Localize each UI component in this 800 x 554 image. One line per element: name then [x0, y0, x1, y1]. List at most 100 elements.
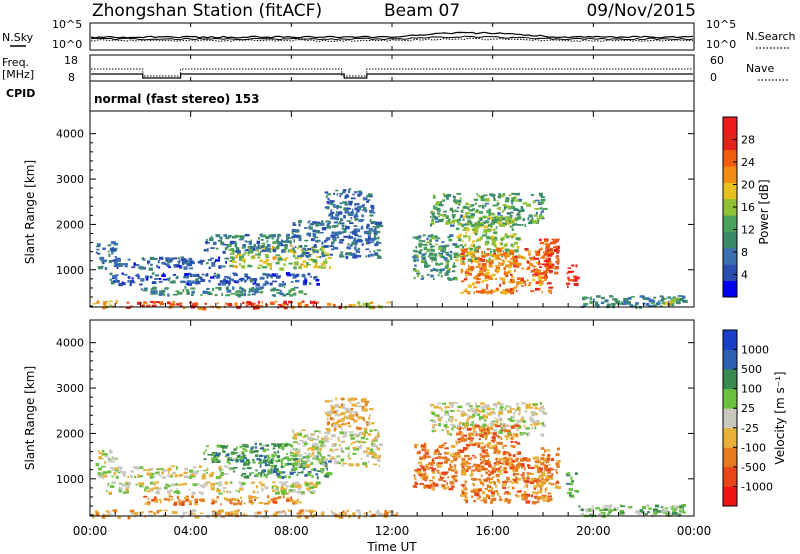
range-cell — [446, 270, 451, 273]
range-cell — [511, 486, 515, 490]
range-cell — [482, 497, 488, 500]
range-cell — [311, 474, 314, 479]
range-cell — [469, 423, 474, 426]
range-cell — [370, 445, 376, 447]
range-cell — [480, 462, 482, 465]
range-cell — [538, 262, 541, 266]
range-cell — [529, 257, 535, 259]
range-cell — [519, 431, 522, 435]
range-cell — [131, 266, 136, 269]
range-cell — [454, 419, 458, 422]
range-cell — [366, 223, 370, 228]
range-cell — [320, 468, 325, 470]
range-cell — [455, 452, 460, 455]
colorbar-swatch — [723, 198, 737, 216]
range-cell — [358, 191, 363, 195]
range-cell — [261, 245, 264, 248]
range-cell — [285, 272, 291, 276]
range-cell — [340, 403, 343, 407]
range-cell — [286, 237, 291, 239]
range-cell — [504, 254, 507, 258]
range-cell — [498, 498, 503, 501]
range-cell — [304, 227, 308, 229]
range-cell — [487, 442, 492, 446]
range-cell — [474, 456, 477, 459]
range-cell — [243, 261, 246, 264]
range-cell — [314, 262, 317, 266]
range-cell — [447, 431, 450, 435]
range-cell — [231, 498, 236, 501]
range-cell — [474, 232, 478, 236]
range-cell — [509, 408, 515, 410]
range-cell — [544, 449, 546, 453]
range-cell — [475, 463, 480, 467]
range-cell — [313, 250, 319, 253]
range-cell — [419, 482, 424, 485]
range-cell — [247, 253, 250, 256]
range-cell — [330, 209, 333, 212]
range-cell — [363, 397, 367, 401]
range-cell — [219, 468, 224, 471]
range-cell — [314, 301, 319, 304]
range-cell — [361, 408, 364, 412]
range-cell — [491, 420, 497, 423]
range-cell — [321, 460, 323, 464]
y-tick-label: 1000 — [56, 264, 84, 277]
range-cell — [326, 431, 331, 435]
range-cell — [261, 234, 267, 238]
range-cell — [510, 288, 513, 291]
range-cell — [475, 408, 479, 410]
range-cell — [517, 426, 522, 429]
range-cell — [144, 288, 148, 292]
range-cell — [150, 290, 154, 293]
range-cell — [193, 503, 199, 506]
range-cell — [365, 438, 369, 440]
range-cell — [325, 461, 327, 465]
range-cell — [667, 296, 671, 299]
range-cell — [298, 219, 302, 224]
range-cell — [437, 274, 440, 277]
range-cell — [542, 499, 548, 502]
range-cell — [189, 511, 195, 514]
range-cell — [452, 477, 457, 481]
range-cell — [341, 423, 345, 426]
range-cell — [219, 474, 222, 478]
range-cell — [431, 468, 435, 472]
range-cell — [498, 417, 503, 421]
range-cell — [444, 194, 447, 198]
range-cell — [217, 481, 222, 485]
range-cell — [486, 286, 488, 290]
range-cell — [258, 472, 261, 474]
range-cell — [264, 510, 268, 513]
range-cell — [297, 515, 302, 519]
range-cell — [346, 193, 348, 196]
range-cell — [216, 488, 221, 493]
range-cell — [185, 261, 190, 265]
range-cell — [475, 442, 480, 445]
range-cell — [329, 458, 333, 460]
range-cell — [289, 499, 294, 503]
range-cell — [203, 473, 205, 476]
range-cell — [506, 476, 510, 481]
range-cell — [443, 423, 448, 428]
range-cell — [508, 434, 513, 436]
range-cell — [458, 421, 462, 425]
range-cell — [271, 237, 275, 240]
range-cell — [104, 267, 108, 270]
range-cell — [414, 444, 417, 449]
range-cell — [488, 259, 492, 263]
range-cell — [471, 224, 476, 228]
range-cell — [140, 511, 144, 514]
range-cell — [509, 263, 513, 266]
range-cell — [121, 281, 124, 285]
range-cell — [491, 486, 493, 490]
range-cell — [182, 262, 185, 266]
range-cell — [161, 289, 166, 293]
range-cell — [101, 454, 103, 457]
range-cell — [342, 462, 348, 465]
range-cell — [217, 452, 221, 455]
range-cell — [168, 266, 171, 269]
range-cell — [335, 411, 338, 414]
range-cell — [625, 299, 629, 302]
range-cell — [419, 249, 423, 251]
